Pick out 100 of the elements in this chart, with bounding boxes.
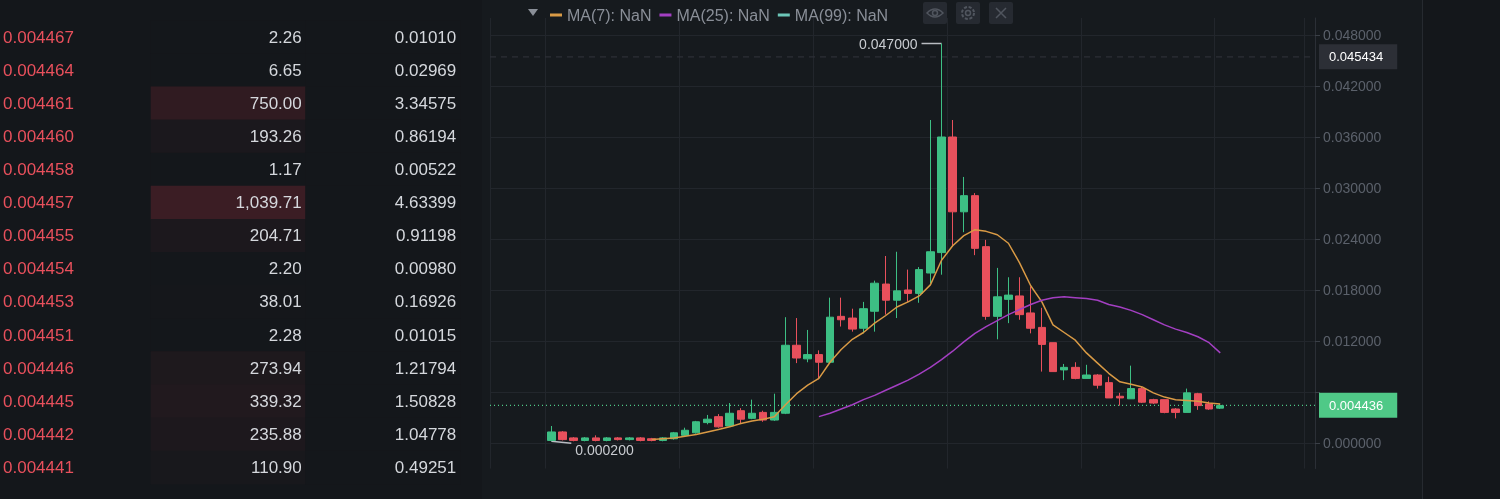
y-tick-label: 0.004451 bbox=[3, 325, 74, 345]
candlestick bbox=[826, 297, 834, 364]
y-tick-label: 0.000000 bbox=[1323, 435, 1382, 451]
candlestick bbox=[1127, 365, 1135, 400]
ref-line-label: 0.004436 bbox=[1329, 397, 1384, 413]
candlestick bbox=[1149, 398, 1158, 405]
y-tick-label: 0.012000 bbox=[1323, 333, 1382, 349]
candlestick bbox=[1183, 388, 1191, 413]
candlestick bbox=[781, 316, 790, 415]
candlestick bbox=[1060, 363, 1068, 381]
y-tick-label: 0.004455 bbox=[3, 226, 74, 246]
data-label: 0.00980 bbox=[394, 259, 457, 279]
candlestick bbox=[625, 436, 634, 441]
data-label: 2.26 bbox=[268, 27, 302, 47]
candlestick bbox=[1205, 400, 1213, 411]
y-tick-label: 0.018000 bbox=[1323, 282, 1382, 298]
annotation: 0.000200 bbox=[575, 442, 634, 459]
candlestick bbox=[1116, 392, 1124, 407]
y-tick-label: 0.004464 bbox=[3, 60, 74, 80]
candlestick bbox=[748, 399, 756, 420]
candlestick bbox=[614, 436, 622, 441]
data-label: 1.17 bbox=[268, 159, 302, 179]
candlestick bbox=[882, 255, 890, 316]
y-tick-label: 0.004441 bbox=[3, 457, 74, 477]
candlestick bbox=[703, 414, 712, 425]
candlestick bbox=[948, 119, 957, 248]
y-tick-label: 0.004461 bbox=[3, 93, 74, 113]
candlestick bbox=[971, 192, 979, 256]
candlestick bbox=[870, 280, 879, 333]
candlestick bbox=[737, 407, 745, 424]
candlestick bbox=[725, 402, 734, 428]
data-label: 0.00522 bbox=[394, 159, 457, 179]
data-label: 0.86194 bbox=[394, 126, 457, 146]
candlestick bbox=[1015, 276, 1024, 321]
candlestick bbox=[1105, 376, 1113, 399]
candlestick bbox=[848, 308, 857, 333]
data-label: 193.26 bbox=[249, 126, 302, 146]
legend-label: MA(25): NaN bbox=[676, 6, 770, 24]
y-tick-label: 0.030000 bbox=[1323, 180, 1382, 196]
data-label: 204.71 bbox=[249, 226, 302, 246]
data-label: 3.34575 bbox=[394, 93, 457, 113]
data-label: 235.88 bbox=[249, 424, 302, 444]
candlestick bbox=[859, 301, 868, 334]
candlestick bbox=[904, 269, 912, 303]
y-tick-label: 0.004467 bbox=[3, 27, 74, 47]
candlestick bbox=[960, 176, 968, 233]
candlestick bbox=[569, 436, 578, 442]
data-label: 38.01 bbox=[259, 292, 302, 312]
y-tick-label: 0.036000 bbox=[1323, 129, 1382, 145]
data-label: 1.04778 bbox=[394, 424, 457, 444]
data-label: 4.63399 bbox=[394, 193, 457, 213]
candlestick bbox=[1160, 399, 1169, 414]
candlestick bbox=[692, 420, 700, 435]
legend-label: MA(99): NaN bbox=[794, 6, 889, 24]
data-label: 1.21794 bbox=[394, 358, 457, 378]
candlestick bbox=[1004, 276, 1013, 324]
candlestick bbox=[636, 436, 645, 442]
candlestick bbox=[926, 119, 935, 284]
candlestick bbox=[893, 251, 901, 319]
candlestick bbox=[1171, 407, 1180, 419]
candlestick bbox=[1026, 286, 1035, 334]
candlestick bbox=[547, 425, 556, 442]
candlestick bbox=[1138, 386, 1146, 404]
data-label: 0.91198 bbox=[396, 226, 457, 246]
y-tick-label: 0.004453 bbox=[3, 292, 74, 312]
y-tick-label: 0.004445 bbox=[3, 391, 74, 411]
data-label: 0.02969 bbox=[394, 60, 457, 80]
candlestick bbox=[1071, 361, 1080, 380]
candlestick bbox=[558, 430, 567, 441]
line-series bbox=[818, 296, 1221, 418]
data-label: 0.16926 bbox=[394, 292, 457, 312]
candlestick bbox=[1082, 364, 1091, 379]
candlestick bbox=[714, 413, 723, 429]
y-tick-label: 0.004454 bbox=[3, 259, 74, 279]
candlestick bbox=[792, 317, 801, 364]
y-tick-label: 0.004460 bbox=[3, 126, 74, 146]
data-label: 6.65 bbox=[268, 60, 302, 80]
data-label: 2.28 bbox=[268, 325, 302, 345]
candlestick bbox=[993, 267, 1002, 340]
y-tick-label: 0.004446 bbox=[3, 358, 74, 378]
data-label: 2.20 bbox=[268, 259, 302, 279]
data-label: 1,039.71 bbox=[235, 193, 302, 213]
candlestick bbox=[681, 427, 689, 437]
candlestick bbox=[982, 239, 990, 321]
candlestick bbox=[581, 436, 589, 442]
candlestick bbox=[837, 297, 845, 328]
y-tick-label: 0.004457 bbox=[3, 193, 74, 213]
ref-line-label: 0.045434 bbox=[1329, 49, 1384, 65]
y-tick-label: 0.024000 bbox=[1323, 231, 1382, 247]
data-label: 273.94 bbox=[249, 358, 302, 378]
candlestick bbox=[915, 266, 923, 304]
line-series bbox=[650, 228, 1221, 441]
data-label: 0.49251 bbox=[394, 457, 457, 477]
candlestick bbox=[803, 329, 812, 363]
data-label: 750.00 bbox=[249, 93, 302, 113]
data-label: 0.01010 bbox=[394, 27, 457, 47]
candlestick bbox=[1038, 307, 1046, 373]
candlestick bbox=[603, 436, 611, 442]
candlestick bbox=[1216, 403, 1224, 410]
y-tick-label: 0.042000 bbox=[1323, 78, 1382, 94]
